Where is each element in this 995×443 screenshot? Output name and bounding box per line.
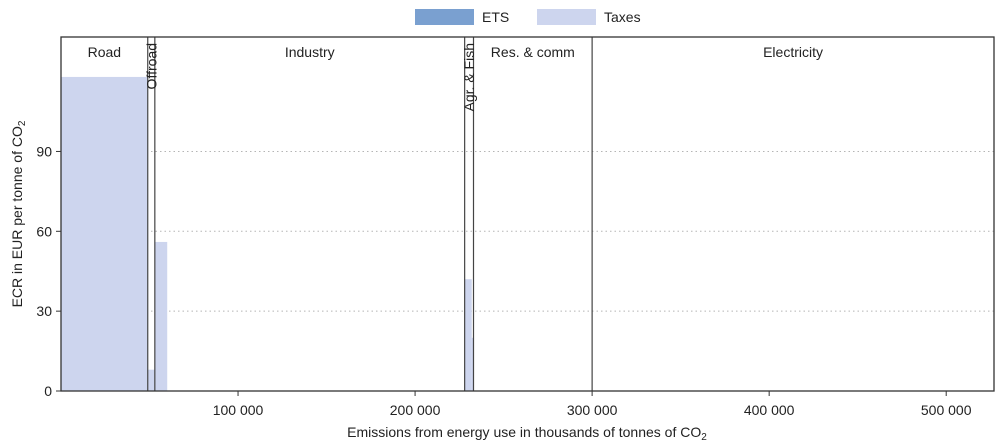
sector-labels: Road Offroad Industry Agr. & Fish Res. & com…	[88, 43, 823, 111]
grid-lines	[61, 150, 994, 312]
sector-label: Offroad	[143, 43, 159, 89]
bar-taxes	[61, 76, 148, 392]
x-tick-label: 500 000	[921, 402, 972, 418]
x-tick-label: 100 000	[213, 402, 264, 418]
plot-frame	[60, 36, 995, 392]
x-tick-label: 200 000	[390, 402, 441, 418]
sector-label: Road	[88, 44, 121, 60]
legend-swatch-ets	[415, 9, 474, 25]
legend: ETS Taxes	[415, 9, 641, 25]
bar-taxes	[464, 279, 472, 391]
sector-dividers	[147, 37, 593, 391]
y-tick-label: 0	[44, 383, 52, 399]
y-tick-label: 60	[36, 223, 52, 239]
legend-swatch-taxes	[537, 9, 596, 25]
sector-label: Electricity	[763, 44, 823, 60]
bar-taxes	[471, 337, 474, 391]
y-axis-ticks: 0 30 60 90	[36, 143, 61, 399]
bars	[61, 76, 474, 392]
legend-label-taxes: Taxes	[604, 9, 641, 25]
sector-label: Res. & comm	[491, 44, 575, 60]
legend-label-ets: ETS	[482, 9, 509, 25]
bar-taxes	[147, 369, 155, 391]
bar-taxes	[154, 241, 168, 391]
x-tick-label: 300 000	[567, 402, 618, 418]
sector-label: Industry	[285, 44, 335, 60]
y-tick-label: 30	[36, 303, 52, 319]
x-tick-label: 400 000	[744, 402, 795, 418]
y-axis-title: ECR in EUR per tonne of CO2	[9, 120, 28, 307]
x-axis-title: Emissions from energy use in thousands o…	[347, 424, 707, 443]
y-tick-label: 90	[36, 143, 52, 159]
sector-label: Agr. & Fish	[461, 43, 477, 111]
x-axis-ticks: 100 000 200 000 300 000 400 000 500 000	[213, 391, 972, 418]
